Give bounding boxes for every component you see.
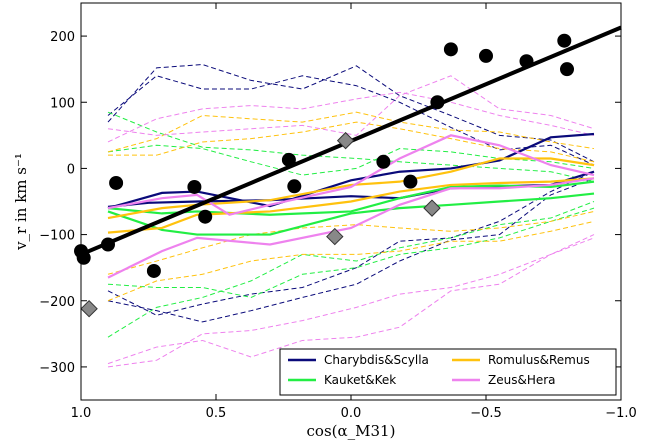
dashed-series-layer — [107, 64, 595, 368]
grey-diamond-point — [80, 299, 98, 318]
series-2-dashed-line-2 — [107, 210, 595, 275]
solid-series-layer — [107, 132, 595, 279]
black-point — [443, 42, 458, 57]
series-3-solid-line-1 — [107, 177, 595, 279]
legend-entries: Charybdis&Scylla Kauket&Kek Romulus&Remus Z… — [288, 353, 590, 387]
y-tick-label: −200 — [39, 295, 75, 310]
x-tick-label: 0.0 — [341, 406, 362, 421]
black-point — [198, 209, 213, 224]
black-point — [101, 237, 115, 252]
series-0-dashed-line-1 — [107, 75, 595, 166]
series-1-dashed-line-2 — [107, 207, 595, 298]
black-point — [560, 62, 574, 77]
legend-box — [279, 348, 617, 396]
x-tick-label: 1.0 — [71, 406, 92, 421]
series-1-dashed-line-3 — [107, 201, 595, 338]
y-tick-label: 0 — [67, 162, 75, 177]
black-point — [430, 95, 445, 110]
series-3-dashed-line-1 — [107, 91, 595, 143]
y-tick-label: −300 — [39, 361, 75, 376]
plot-frame — [80, 2, 622, 401]
legend-label-2: Romulus&Remus — [488, 353, 590, 367]
series-3-dashed-line-3 — [107, 234, 595, 368]
legend-label-3: Zeus&Hera — [488, 373, 556, 387]
series-2-solid-line-0 — [107, 157, 595, 220]
black-point — [403, 174, 418, 189]
legend-label-1: Kauket&Kek — [324, 373, 396, 387]
black-point — [479, 48, 493, 63]
y-axis-label: v_r in km s⁻¹ — [12, 153, 30, 251]
series-0-dashed-line-2 — [107, 171, 595, 316]
black-point — [519, 54, 534, 69]
series-3-dashed-line-2 — [107, 237, 595, 365]
points-layer — [74, 33, 574, 318]
legend-label-0: Charybdis&Scylla — [324, 353, 429, 367]
grey-diamond-point — [336, 131, 355, 150]
black-point — [146, 263, 161, 278]
y-tick-label: 200 — [50, 30, 75, 45]
y-tick-label: 100 — [50, 96, 75, 111]
series-0-dashed-line-0 — [107, 64, 595, 163]
series-1-dashed-line-0 — [107, 111, 595, 183]
series-0-dashed-line-3 — [107, 177, 595, 323]
grey-diamond-point — [326, 227, 344, 246]
series-0-solid-line-0 — [107, 132, 595, 210]
y-tick-label: −100 — [39, 229, 75, 244]
black-point — [376, 154, 391, 169]
series-1-solid-line-1 — [107, 192, 595, 236]
series-2-dashed-line-1 — [108, 121, 595, 163]
x-axis-label: cos(α_M31) — [307, 422, 396, 440]
black-point — [281, 152, 296, 167]
series-3-solid-line-0 — [107, 134, 595, 216]
series-2-dashed-line-3 — [107, 220, 595, 302]
black-point — [557, 33, 572, 48]
x-tick-label: −1.0 — [605, 406, 637, 421]
black-point — [109, 175, 124, 190]
black-point — [76, 250, 91, 265]
x-tick-label: −0.5 — [470, 406, 502, 421]
series-1-dashed-line-1 — [107, 144, 595, 176]
black-point — [187, 179, 202, 194]
series-2-solid-line-1 — [107, 177, 595, 234]
series-3-dashed-line-0 — [107, 75, 595, 136]
black-point — [287, 179, 302, 194]
legend: Charybdis&Scylla Kauket&Kek Romulus&Remus Z… — [279, 348, 617, 396]
grey-diamond-point — [423, 199, 441, 217]
x-tick-label: 0.5 — [206, 406, 227, 421]
series-2-dashed-line-0 — [107, 111, 595, 153]
